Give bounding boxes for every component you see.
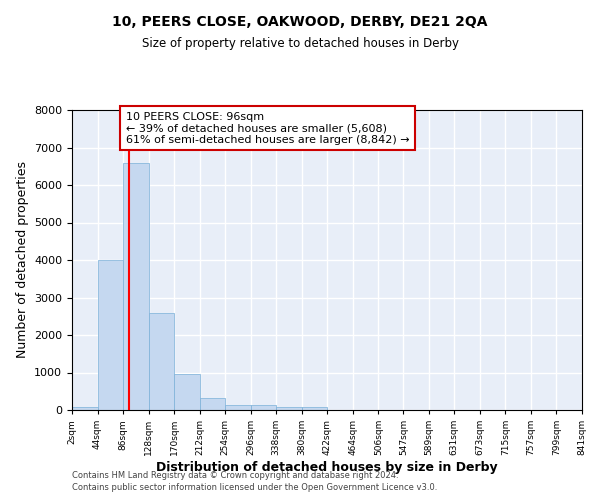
Bar	[149, 312, 174, 410]
Bar	[276, 408, 302, 410]
Text: 10, PEERS CLOSE, OAKWOOD, DERBY, DE21 2QA: 10, PEERS CLOSE, OAKWOOD, DERBY, DE21 2Q…	[112, 15, 488, 29]
Text: Contains public sector information licensed under the Open Government Licence v3: Contains public sector information licen…	[72, 484, 437, 492]
Bar	[200, 398, 225, 410]
Bar	[72, 408, 98, 410]
Bar	[251, 405, 276, 410]
Bar	[302, 408, 328, 410]
Bar	[123, 162, 149, 410]
X-axis label: Distribution of detached houses by size in Derby: Distribution of detached houses by size …	[156, 461, 498, 474]
Y-axis label: Number of detached properties: Number of detached properties	[16, 162, 29, 358]
Bar	[174, 374, 200, 410]
Bar	[98, 260, 123, 410]
Text: 10 PEERS CLOSE: 96sqm
← 39% of detached houses are smaller (5,608)
61% of semi-d: 10 PEERS CLOSE: 96sqm ← 39% of detached …	[125, 112, 409, 144]
Text: Contains HM Land Registry data © Crown copyright and database right 2024.: Contains HM Land Registry data © Crown c…	[72, 471, 398, 480]
Bar	[225, 405, 251, 410]
Text: Size of property relative to detached houses in Derby: Size of property relative to detached ho…	[142, 38, 458, 51]
